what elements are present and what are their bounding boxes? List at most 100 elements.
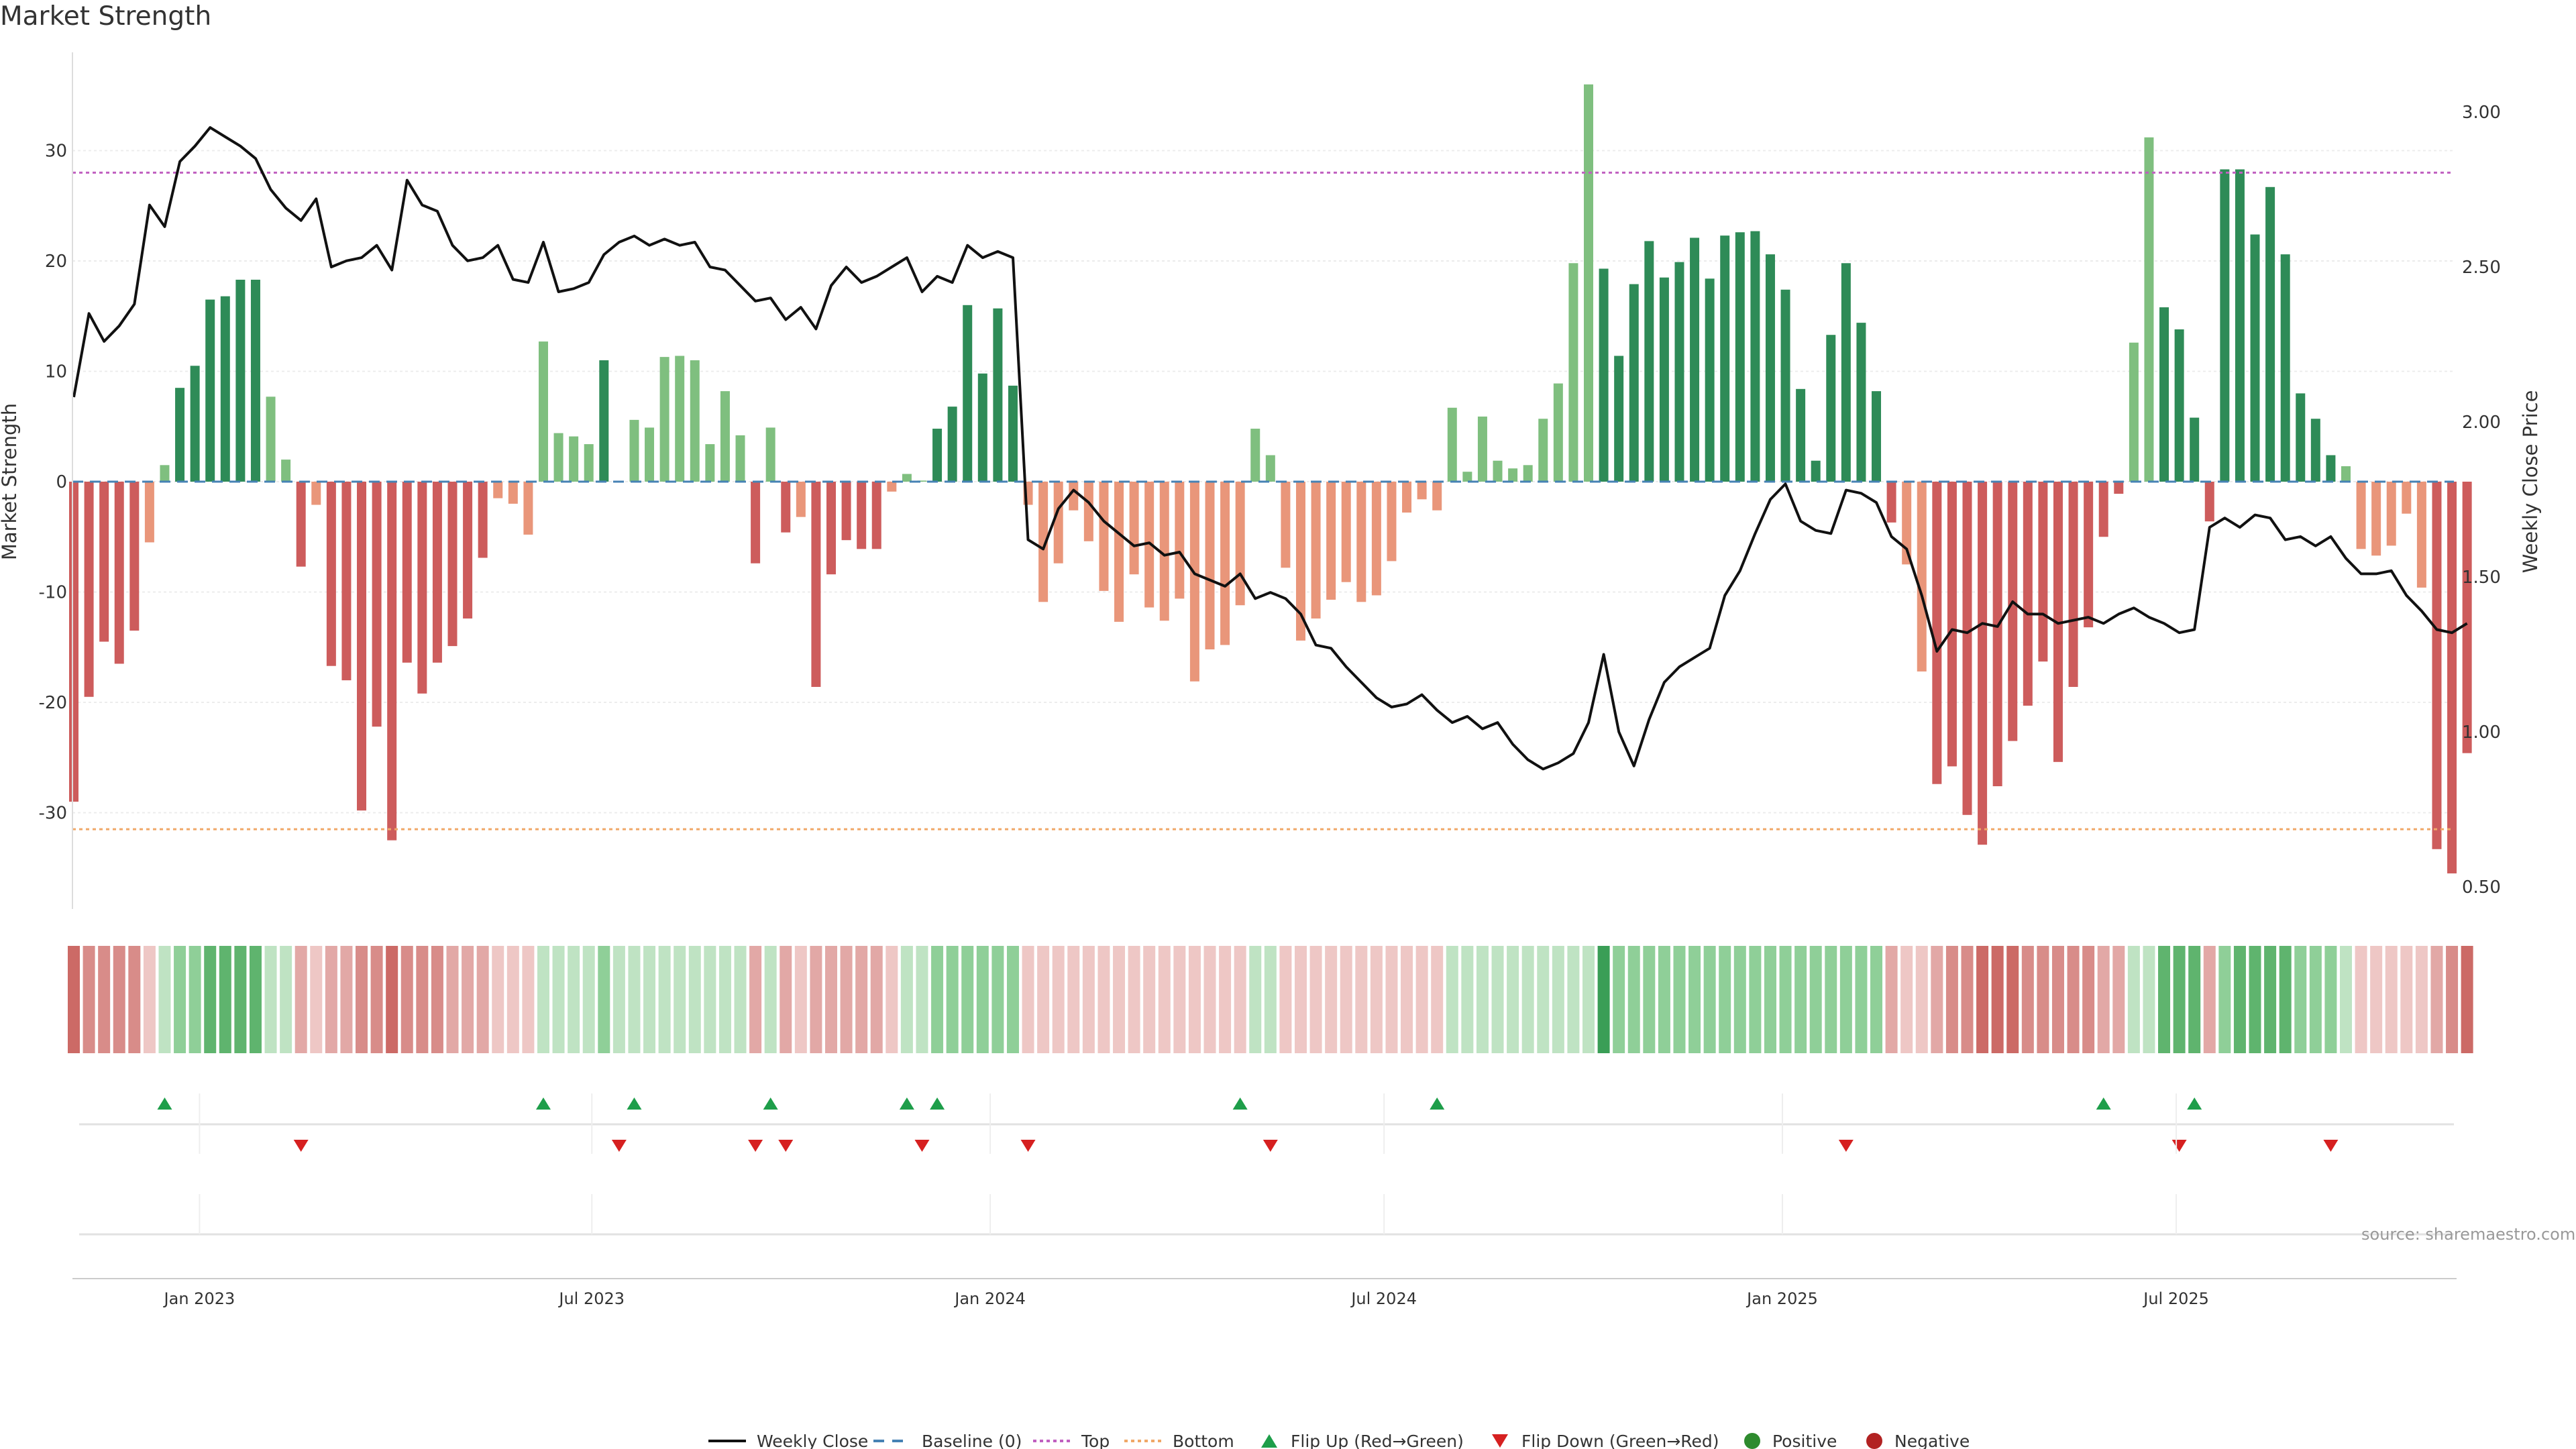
x-tick-label: Jan 2024 [953,1289,1026,1308]
source-note: source: sharemaestro.com [2361,1225,2576,1244]
intensity-cell [1688,946,1701,1053]
strength-bar [2038,482,2048,662]
intensity-cell [2461,946,2473,1053]
strength-bar [2386,482,2396,546]
intensity-cell [249,946,262,1053]
strength-bar [1735,232,1745,482]
intensity-cell [1309,946,1322,1053]
strength-bar [1750,231,1760,482]
intensity-cell [2249,946,2261,1053]
strength-bar [1584,84,1593,482]
strength-bar [1614,356,1624,482]
intensity-cell [976,946,989,1053]
intensity-cell [492,946,504,1053]
strength-bar [2416,482,2426,588]
intensity-cell [83,946,95,1053]
intensity-cell [1340,946,1352,1053]
flip-up-marker [535,1097,551,1110]
intensity-cell [1158,946,1171,1053]
strength-bar [114,482,124,664]
strength-bar [659,357,669,482]
right-axis-label: Weekly Close Price [2519,390,2542,574]
strength-bar [2220,169,2230,482]
strength-bar [1872,391,1882,482]
intensity-cell [794,946,807,1053]
flip-up-marker [157,1097,172,1110]
intensity-cell [2158,946,2171,1053]
strength-bar [266,396,276,482]
strength-bar [1341,482,1351,582]
strength-bar [1371,482,1381,596]
intensity-cell [598,946,610,1053]
intensity-cell [113,946,125,1053]
strength-bar [1508,468,1518,482]
left-tick-label: 30 [45,142,67,162]
strength-bar [235,279,246,482]
strength-bar [2129,342,2139,482]
strength-bar [1008,385,1018,482]
weekly-close-line [72,126,2468,771]
intensity-cell [1128,946,1140,1053]
intensity-cell [1733,946,1746,1053]
flip-down-marker [778,1140,794,1152]
intensity-cell [1234,946,1246,1053]
intensity-cell [946,946,959,1053]
strength-bar [129,482,140,631]
strength-bar [2402,482,2412,514]
strength-bar [1462,472,1472,482]
strength-bar [2280,254,2290,482]
intensity-cell [1173,946,1186,1053]
intensity-cell [2051,946,2064,1053]
legend-swatch-negative [1866,1433,1882,1449]
strength-bar [478,482,488,558]
intensity-cell [310,946,323,1053]
strength-bar [220,296,230,482]
strength-bar [84,482,94,697]
strength-bar [402,482,412,663]
strength-bar [175,388,185,482]
strength-bar [1205,482,1215,650]
strength-bar [2326,455,2336,482]
strength-bar [1538,419,1548,482]
strength-bar [902,474,912,482]
strength-bar [2371,482,2381,556]
axes: -30 -20 -10 0 10 20 30 0.50 1.00 1.50 2.00 2.50 3.00… [0,52,2542,909]
left-tick-label: 10 [45,362,67,382]
strength-bar [160,465,170,482]
weekly-close-layer [72,126,2468,771]
strength-bar [720,391,730,482]
intensity-cell [658,946,671,1053]
intensity-cell [174,946,186,1053]
intensity-cell [1097,946,1110,1053]
legend-label: Negative [1894,1432,1970,1449]
intensity-cell [294,946,307,1053]
strength-bar [735,435,745,482]
intensity-cell [612,946,625,1053]
x-tick-label: Jan 2023 [163,1289,235,1308]
strength-bar [2204,482,2214,522]
intensity-cell [870,946,883,1053]
strength-bar [1129,482,1139,575]
flip-down-marker [914,1140,930,1152]
strength-bar [1568,263,1578,482]
intensity-cell [810,946,822,1053]
intensity-cell [2127,946,2140,1053]
intensity-cell [1249,946,1262,1053]
intensity-cell [1415,946,1428,1053]
intensity-cell [2264,946,2277,1053]
strength-bar [357,482,367,811]
intensity-cell [1431,946,1444,1053]
intensity-cell [2037,946,2049,1053]
intensity-cell [1203,946,1216,1053]
strength-bar [1917,482,1927,672]
intensity-cell [128,946,141,1053]
intensity-cell [1839,946,1852,1053]
strength-bar [1765,254,1775,482]
strength-bar [508,482,518,504]
strength-bar [2053,482,2063,762]
strength-bar [1705,278,1715,482]
intensity-cell [356,946,368,1053]
intensity-cell [718,946,731,1053]
right-tick-label: 3.00 [2462,103,2501,123]
intensity-cell [1749,946,1762,1053]
